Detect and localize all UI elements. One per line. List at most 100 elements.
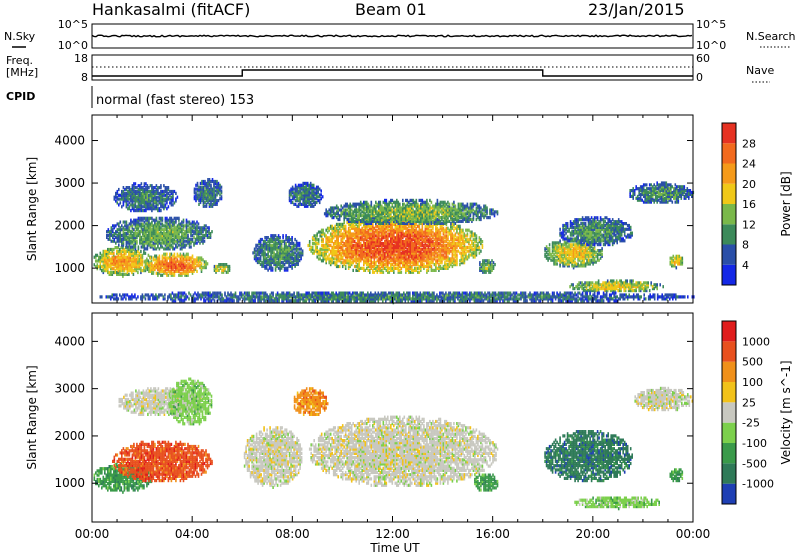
colorbar-velocity-seg-3 xyxy=(722,422,736,443)
colorbar-power-seg-5 xyxy=(722,163,736,184)
power-region-13 xyxy=(569,279,664,293)
ytick-label-velocity-3000: 3000 xyxy=(54,382,85,396)
noise-sky-line xyxy=(91,34,693,38)
power-region-0 xyxy=(93,246,153,278)
noise-right-tick-top: 10^5 xyxy=(696,18,726,31)
noise-left-label: N.Sky xyxy=(4,30,36,43)
power-region-4 xyxy=(193,178,223,208)
colorbar-frame-velocity xyxy=(721,320,737,505)
colorbar-tick-power-1: 8 xyxy=(742,239,749,252)
xtick-label-4: 16:00 xyxy=(475,527,510,541)
colorbar-power-seg-3 xyxy=(722,204,736,225)
power-region-5 xyxy=(213,263,231,274)
colorbar-tick-velocity-2: 100 xyxy=(742,376,763,389)
velocity-region-1 xyxy=(112,440,213,483)
freq-left-tick-top: 18 xyxy=(74,52,88,65)
noise-right-tick-bottom: 10^0 xyxy=(696,39,726,52)
noise-left-tick-top: 10^5 xyxy=(58,18,88,31)
velocity-region-10 xyxy=(634,386,694,412)
colorbar-tick-velocity-7: -1000 xyxy=(742,478,774,491)
colorbar-tick-power-5: 24 xyxy=(742,158,756,171)
ylabel-velocity: Slant Range [km] xyxy=(25,365,39,469)
freq-left-tick-bottom: 8 xyxy=(81,71,88,84)
ytick-label-velocity-4000: 4000 xyxy=(54,334,85,348)
xtick-label-5: 20:00 xyxy=(576,527,611,541)
ylabel-power: Slant Range [km] xyxy=(25,157,39,261)
colorbar-power-seg-2 xyxy=(722,224,736,245)
xtick-label-1: 04:00 xyxy=(175,527,210,541)
power-region-16 xyxy=(99,291,695,305)
colorbar-tick-power-2: 12 xyxy=(742,218,756,231)
xtick-label-6: 00:00 xyxy=(676,527,711,541)
power-region-2 xyxy=(106,216,213,251)
ytick-label-velocity-2000: 2000 xyxy=(54,429,85,443)
power-region-11 xyxy=(544,237,603,270)
colorbar-tick-power-4: 20 xyxy=(742,178,756,191)
colorbar-tick-velocity-5: -100 xyxy=(742,437,767,450)
station-title: Hankasalmi (fitACF) xyxy=(92,0,251,19)
power-region-15 xyxy=(669,254,684,270)
noise-right-label: N.Search xyxy=(746,30,796,43)
colorbar-power-seg-0 xyxy=(722,264,736,285)
ytick-label-power-4000: 4000 xyxy=(54,134,85,148)
velocity-region-5 xyxy=(293,387,329,416)
beam-title: Beam 01 xyxy=(355,0,427,19)
velocity-region-4 xyxy=(243,426,303,489)
ytick-label-power-1000: 1000 xyxy=(54,261,85,275)
colorbar-tick-power-0: 4 xyxy=(742,259,749,272)
colorbar-tick-velocity-0: 1000 xyxy=(742,335,770,348)
colorbar-velocity-seg-4 xyxy=(722,402,736,423)
colorbar-velocity-seg-8 xyxy=(722,321,736,342)
cpid-value: normal (fast stereo) 153 xyxy=(96,93,254,108)
cpid-label: CPID xyxy=(6,90,35,103)
power-region-8 xyxy=(323,198,499,225)
freq-line xyxy=(92,69,693,77)
xtick-label-2: 08:00 xyxy=(275,527,310,541)
xtick-label-0: 00:00 xyxy=(75,527,110,541)
power-region-14 xyxy=(629,181,695,204)
power-region-10 xyxy=(479,259,496,274)
colorbar-power-seg-6 xyxy=(722,143,736,164)
panel-power xyxy=(91,114,737,305)
colorbar-label-power: Power [dB] xyxy=(779,171,793,236)
panel-velocity xyxy=(91,312,737,523)
colorbar-power-seg-4 xyxy=(722,183,736,204)
freq-right-tick-top: 60 xyxy=(696,52,710,65)
velocity-region-7 xyxy=(474,473,499,492)
colorbar-tick-power-3: 16 xyxy=(742,198,756,211)
ytick-label-power-2000: 2000 xyxy=(54,219,85,233)
colorbar-velocity-seg-1 xyxy=(722,463,736,484)
freq-right-tick-bottom: 0 xyxy=(696,71,703,84)
colorbar-velocity-seg-6 xyxy=(722,361,736,382)
power-region-3 xyxy=(113,182,179,213)
xlabel: Time UT xyxy=(369,541,420,554)
power-region-9 xyxy=(288,181,324,208)
colorbar-tick-velocity-6: -500 xyxy=(742,457,767,470)
colorbar-frame-power xyxy=(721,122,737,286)
freq-left-label-2: [MHz] xyxy=(6,66,38,79)
colorbar-tick-power-6: 28 xyxy=(742,137,756,150)
colorbar-tick-velocity-1: 500 xyxy=(742,356,763,369)
colorbar-velocity-seg-5 xyxy=(722,382,736,403)
power-region-12 xyxy=(559,216,633,247)
power-region-6 xyxy=(252,234,304,272)
noise-left-tick-bottom: 10^0 xyxy=(58,39,88,52)
xtick-label-3: 12:00 xyxy=(375,527,410,541)
date-title: 23/Jan/2015 xyxy=(588,0,685,19)
ytick-label-power-3000: 3000 xyxy=(54,176,85,190)
velocity-region-11 xyxy=(669,468,684,483)
freq-left-label-1: Freq. xyxy=(6,54,33,67)
colorbar-velocity-seg-2 xyxy=(722,443,736,464)
colorbar-velocity-seg-0 xyxy=(722,483,736,504)
velocity-region-9 xyxy=(574,496,660,511)
colorbar-power-seg-7 xyxy=(722,123,736,144)
colorbar-power-seg-1 xyxy=(722,244,736,265)
ytick-label-velocity-1000: 1000 xyxy=(54,476,85,490)
colorbar-label-velocity: Velocity [m s^-1] xyxy=(779,360,793,464)
colorbar-tick-velocity-3: 25 xyxy=(742,396,756,409)
velocity-region-8 xyxy=(544,430,633,483)
velocity-region-6 xyxy=(308,415,499,487)
velocity-region-3 xyxy=(168,377,213,426)
colorbar-velocity-seg-7 xyxy=(722,341,736,362)
